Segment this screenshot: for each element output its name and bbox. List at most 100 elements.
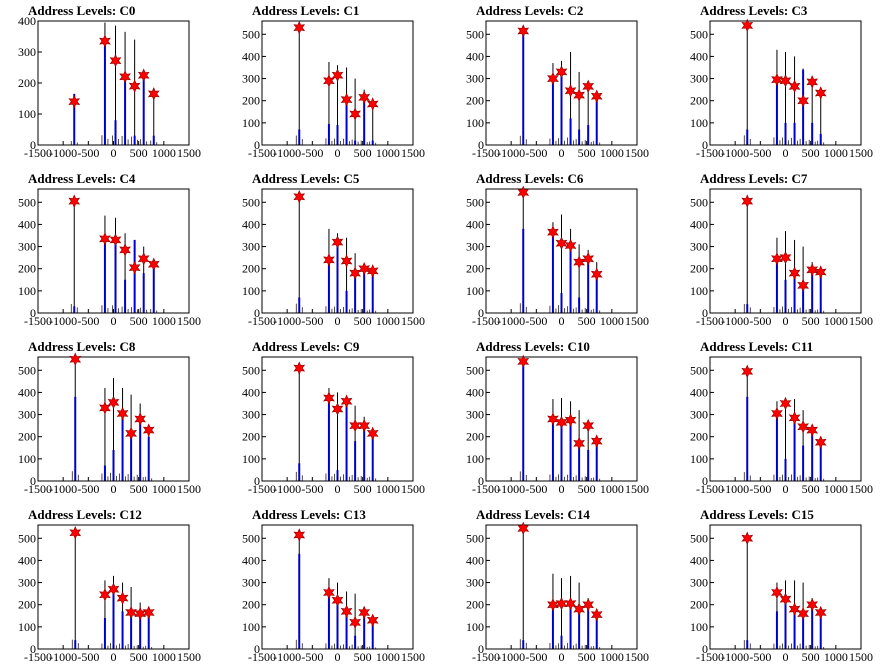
y-tick-label: 0 — [478, 642, 484, 656]
y-tick-label: 200 — [690, 430, 708, 444]
blue-bar — [371, 621, 374, 649]
blue-bar — [336, 469, 339, 481]
y-tick-label: 0 — [254, 642, 260, 656]
star-marker — [366, 97, 379, 111]
star-marker — [564, 596, 577, 611]
x-tick-label: 1000 — [376, 314, 400, 328]
blue-bar — [819, 133, 822, 145]
star-marker — [582, 252, 595, 266]
x-tick-label: -500 — [77, 650, 99, 664]
chart-panel: Address Levels: C7 0 100 200 300 400 500 -1500-… — [672, 168, 896, 336]
blue-bar — [522, 228, 525, 313]
star-marker — [147, 87, 160, 101]
y-tick-label: 200 — [242, 598, 260, 612]
x-tick-label: 500 — [578, 314, 596, 328]
chart-panel: Address Levels: C5 0 100 200 300 400 500 -1500-… — [224, 168, 448, 336]
blue-bar — [124, 279, 127, 313]
star-marker — [293, 528, 306, 542]
blue-bar — [522, 640, 525, 649]
blue-bar — [363, 427, 366, 481]
blue-bar — [114, 120, 117, 145]
star-marker — [323, 74, 335, 88]
x-tick-label: -500 — [301, 314, 323, 328]
blue-bar — [73, 93, 76, 145]
chart-title: Address Levels: C3 — [700, 3, 808, 18]
star-marker — [358, 605, 371, 620]
y-tick-label: 0 — [254, 474, 260, 488]
y-tick-label: 500 — [690, 27, 708, 41]
x-tick-label: 0 — [559, 314, 565, 328]
x-tick-label: -1000 — [273, 314, 301, 328]
y-tick-label: 500 — [466, 363, 484, 377]
chart-title: Address Levels: C12 — [28, 507, 142, 522]
star-marker — [293, 20, 306, 35]
blue-bar — [793, 610, 796, 649]
star-marker — [590, 607, 603, 622]
star-marker — [340, 394, 353, 409]
blue-bar — [354, 140, 357, 145]
x-tick-label: -500 — [525, 482, 547, 496]
chart-svg: Address Levels: C80100200300400500-1500-… — [18, 339, 201, 496]
star-marker — [788, 411, 801, 425]
star-marker — [366, 426, 379, 441]
x-tick-label: 500 — [130, 146, 148, 160]
star-marker — [293, 190, 306, 204]
star-marker — [555, 65, 568, 79]
x-tick-label: -1000 — [721, 314, 749, 328]
plot-frame — [37, 188, 190, 314]
y-tick-label: 300 — [242, 240, 260, 254]
y-tick-label: 300 — [18, 408, 36, 422]
star-marker — [340, 254, 353, 268]
y-tick-label: 200 — [18, 598, 36, 612]
y-tick-label: 500 — [242, 531, 260, 545]
y-tick-label: 200 — [690, 262, 708, 276]
blue-bar — [551, 606, 554, 649]
star-marker — [358, 418, 371, 433]
x-tick-label: 1000 — [152, 146, 176, 160]
plot-frame — [37, 20, 190, 146]
star-marker — [573, 255, 585, 269]
y-tick-label: 400 — [18, 553, 36, 567]
star-marker — [349, 418, 361, 433]
y-tick-label: 400 — [466, 553, 484, 567]
star-marker — [779, 592, 792, 606]
x-tick-label: 500 — [130, 482, 148, 496]
star-marker — [323, 253, 335, 267]
y-tick-label: 0 — [478, 474, 484, 488]
blue-bar — [551, 76, 554, 145]
y-tick-label: 500 — [18, 195, 36, 209]
star-marker — [806, 263, 819, 277]
x-tick-label: 1500 — [625, 314, 649, 328]
star-marker — [340, 604, 353, 619]
blue-bar — [522, 34, 525, 145]
blue-bar — [793, 419, 796, 481]
chart-panel: Address Levels: C1 0 100 200 300 400 500 -1500-… — [224, 0, 448, 168]
blue-bar — [112, 591, 115, 649]
x-tick-label: 1000 — [376, 482, 400, 496]
y-tick-label: 0 — [30, 474, 36, 488]
star-marker — [293, 361, 306, 375]
blue-bar — [746, 640, 749, 649]
star-marker — [590, 267, 603, 281]
star-marker — [779, 396, 792, 411]
x-tick-label: 1500 — [401, 482, 425, 496]
x-tick-label: -1500 — [248, 482, 276, 496]
y-tick-label: 300 — [18, 576, 36, 590]
y-tick-label: 500 — [18, 531, 36, 545]
chart-panel: Address Levels: C8 0 100 200 300 400 500 -1500-… — [0, 336, 224, 504]
star-marker — [582, 418, 595, 433]
blue-bar — [371, 270, 374, 313]
x-tick-label: 0 — [335, 146, 341, 160]
blue-bar — [578, 129, 581, 145]
blue-bar — [298, 129, 301, 145]
star-marker — [142, 423, 155, 437]
x-tick-label: 1500 — [849, 146, 873, 160]
y-tick-label: 0 — [702, 642, 708, 656]
chart-svg: Address Levels: C15 0 100 200 300 400 500 -1500… — [690, 507, 873, 664]
chart-svg: Address Levels: C30100200300400500-1500-… — [690, 3, 873, 160]
chart-title: Address Levels: C9 — [252, 339, 360, 354]
chart-svg: Address Levels: C11 0 100 200 300 400 500 -1500… — [690, 339, 873, 496]
x-tick-label: 1000 — [152, 314, 176, 328]
x-tick-label: 1500 — [625, 650, 649, 664]
blue-bar — [345, 401, 348, 481]
